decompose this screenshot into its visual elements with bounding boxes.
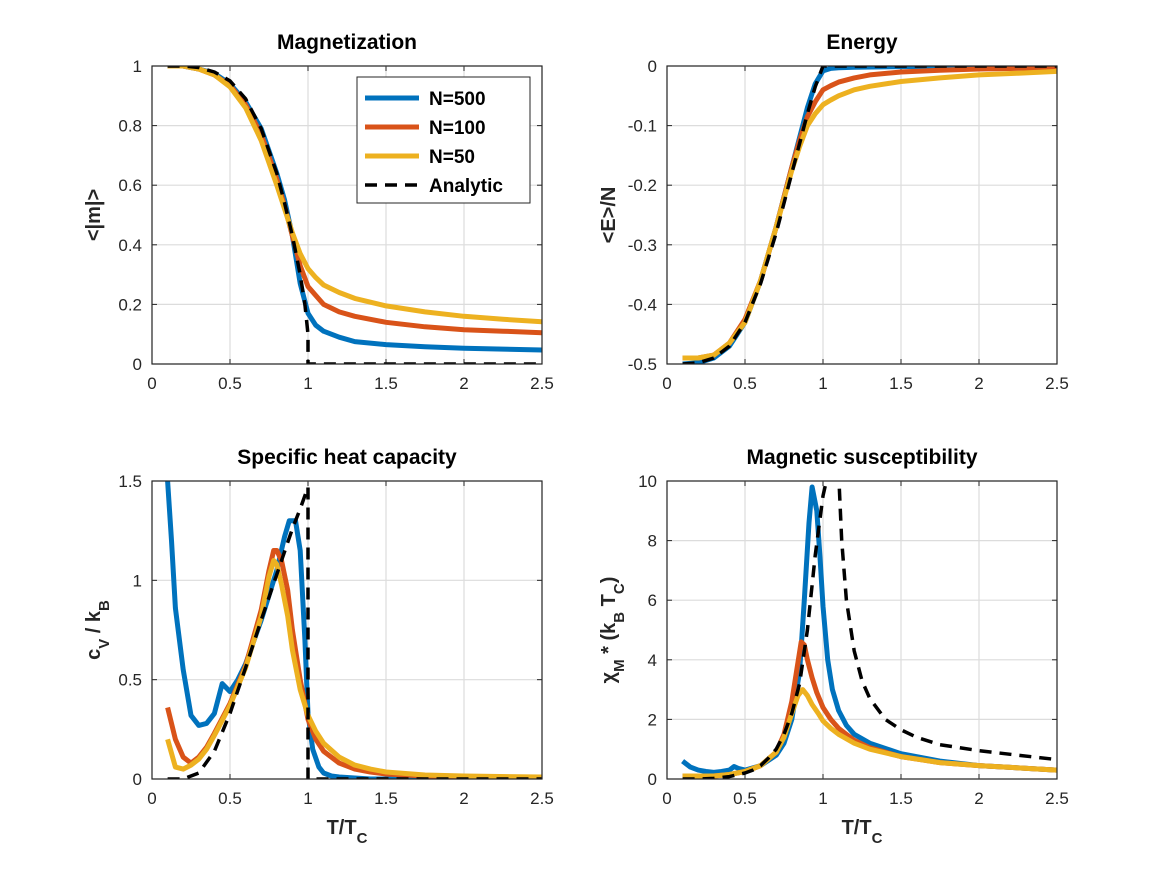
legend-label: N=50	[429, 147, 475, 168]
series-line-analytic	[167, 66, 542, 364]
y-tick-label: 0.5	[118, 671, 142, 690]
y-tick-label: 0	[133, 355, 142, 374]
x-tick-label: 2	[459, 789, 468, 808]
series-line-n-500	[681, 484, 1057, 775]
y-tick-label: 8	[648, 532, 657, 551]
axes-box	[666, 65, 1058, 365]
y-tick-label: 6	[648, 591, 657, 610]
x-tick-label: 1.5	[889, 374, 913, 393]
panel-title: Specific heat capacity	[237, 446, 457, 469]
axes-box	[666, 480, 1058, 780]
y-tick-label: -0.2	[628, 176, 657, 195]
panel-3: 0 0.5 1 1.5 2 2.5 0 0.5 1 1.5 Specific heat capaci…	[83, 446, 554, 847]
axes-box	[151, 480, 543, 780]
x-tick-label: 0.5	[733, 374, 757, 393]
series-line-analytic	[682, 481, 1057, 779]
x-tick-label: 0.5	[218, 789, 242, 808]
y-tick-label: 0.6	[118, 176, 142, 195]
y-tick-label: 0.8	[118, 117, 142, 136]
y-tick-label: -0.4	[628, 295, 657, 314]
y-tick-label: -0.1	[628, 117, 657, 136]
y-tick-label: -0.5	[628, 355, 657, 374]
y-tick-label: 0	[648, 57, 657, 76]
x-tick-label: 0	[147, 789, 156, 808]
series-group	[681, 481, 1057, 779]
y-axis-label: <|m|>	[83, 189, 105, 241]
series-group	[165, 481, 542, 779]
x-tick-label: 2	[459, 374, 468, 393]
x-tick-label: 1	[303, 789, 312, 808]
y-tick-label: 1	[133, 571, 142, 590]
y-tick-label: 0.2	[118, 295, 142, 314]
series-line-n-50	[167, 66, 542, 325]
series-group	[682, 66, 1057, 364]
panel-title: Energy	[826, 31, 898, 54]
plot-area	[152, 481, 542, 779]
y-tick-label: 1.5	[118, 472, 142, 491]
series-line-analytic	[682, 66, 1057, 364]
y-axis-label: cV / kB	[83, 600, 113, 660]
x-tick-label: 2	[974, 374, 983, 393]
y-tick-label: 0	[648, 770, 657, 789]
x-tick-label: 2.5	[530, 789, 554, 808]
x-tick-label: 1	[303, 374, 312, 393]
y-tick-label: 4	[648, 651, 657, 670]
y-tick-label: 2	[648, 710, 657, 729]
x-tick-label: 0	[662, 789, 671, 808]
x-tick-label: 0	[662, 374, 671, 393]
x-tick-label: 0.5	[218, 374, 242, 393]
panel-4: 0 0.5 1 1.5 2 2.5 0 2 4 6 8 10 Magnetic susceptibili…	[598, 446, 1069, 847]
panel-title: Magnetization	[277, 31, 417, 54]
y-tick-label: 10	[638, 472, 657, 491]
y-tick-label: 1	[133, 57, 142, 76]
x-tick-label: 1.5	[374, 789, 398, 808]
legend-label: N=500	[429, 89, 486, 110]
legend: N=500 N=100 N=50 Analytic	[356, 76, 531, 204]
legend-label: Analytic	[429, 176, 503, 197]
y-tick-label: -0.3	[628, 236, 657, 255]
x-tick-label: 1.5	[374, 374, 398, 393]
x-tick-label: 2.5	[1045, 789, 1069, 808]
y-axis-label: χM * (kB TC)	[598, 577, 628, 684]
x-axis-label: T/TC	[842, 817, 883, 847]
legend-label: N=100	[429, 118, 486, 139]
x-axis-label: T/TC	[327, 817, 368, 847]
series-group	[167, 66, 542, 364]
x-tick-label: 2	[974, 789, 983, 808]
plot-area	[667, 66, 1057, 364]
y-tick-label: 0.4	[118, 236, 142, 255]
series-line-n-50	[682, 687, 1057, 779]
x-tick-label: 1	[818, 789, 827, 808]
y-tick-label: 0	[133, 770, 142, 789]
x-tick-label: 2.5	[1045, 374, 1069, 393]
y-axis-label: <E>/N	[598, 187, 620, 244]
axes-box	[151, 65, 543, 365]
series-line-n-50	[165, 558, 542, 779]
panel-title: Magnetic susceptibility	[746, 446, 977, 469]
panel-2: 0 0.5 1 1.5 2 2.5 -0.5 -0.4 -0.3 -0.2 -0.1 0 Energy <…	[598, 31, 1069, 393]
x-tick-label: 1	[818, 374, 827, 393]
x-tick-label: 0	[147, 374, 156, 393]
x-tick-label: 0.5	[733, 789, 757, 808]
x-tick-label: 1.5	[889, 789, 913, 808]
x-tick-label: 2.5	[530, 374, 554, 393]
plot-area	[667, 481, 1057, 779]
